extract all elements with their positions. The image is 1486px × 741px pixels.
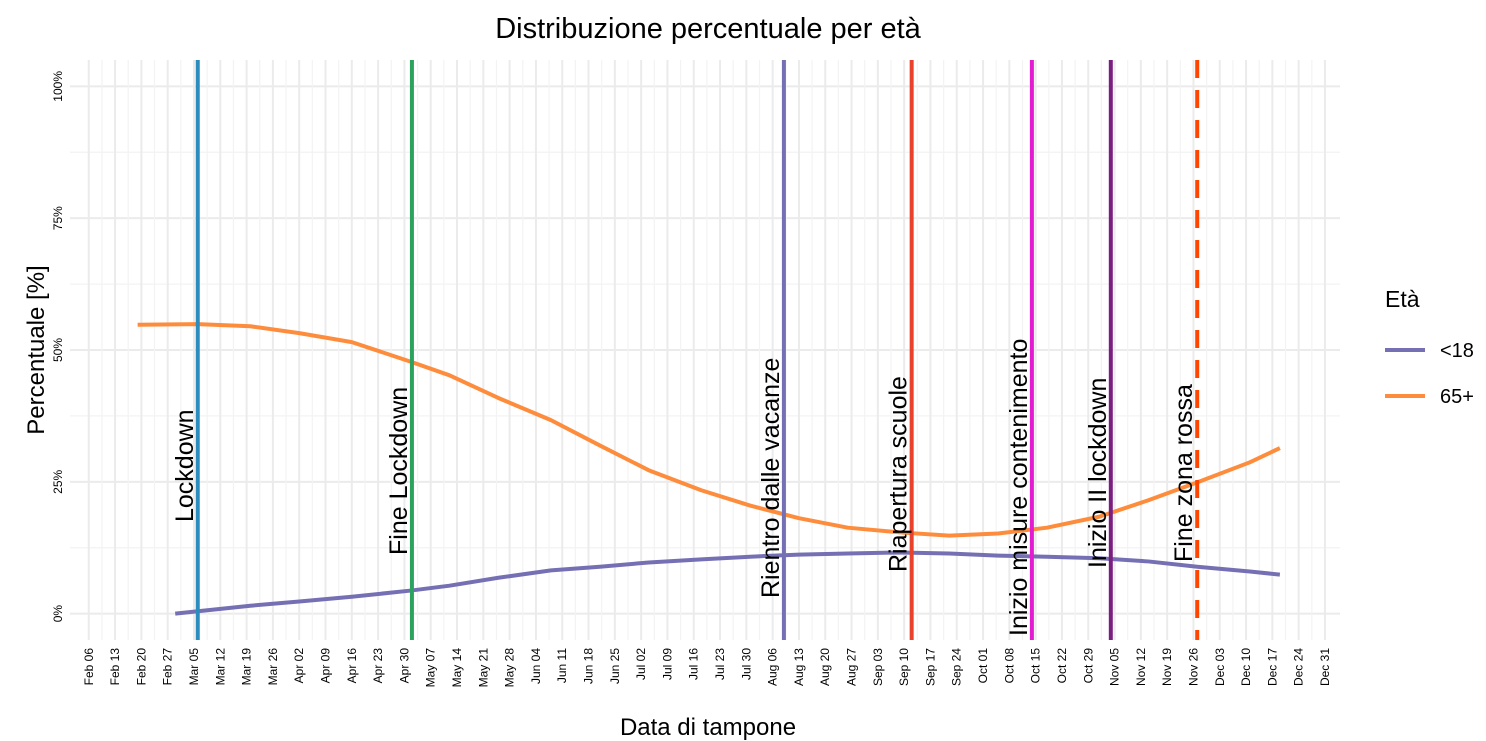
event-label: Inizio II lockdown [1084, 378, 1112, 568]
x-tick-label: Oct 08 [1002, 648, 1016, 684]
y-tick-label: 25% [51, 469, 65, 493]
x-tick-label: Feb 06 [82, 648, 96, 686]
x-tick-label: May 28 [503, 648, 517, 688]
x-tick-label: Dec 03 [1213, 648, 1227, 686]
x-tick-label: Apr 02 [292, 648, 306, 684]
y-tick-label: 0% [51, 605, 65, 623]
y-tick-label: 50% [51, 338, 65, 362]
x-tick-label: Jun 25 [608, 648, 622, 684]
x-tick-label: Dec 10 [1239, 648, 1253, 686]
x-tick-label: Jul 30 [739, 648, 753, 680]
x-tick-label: Jun 04 [529, 648, 543, 684]
x-tick-label: Apr 30 [397, 648, 411, 684]
x-tick-label: Sep 03 [871, 648, 885, 686]
x-tick-label: May 21 [476, 648, 490, 688]
x-tick-label: Nov 12 [1134, 648, 1148, 686]
event-label: Rientro dalle vacanze [757, 358, 785, 598]
event-label: Fine Lockdown [385, 387, 413, 555]
x-tick-label: May 07 [424, 648, 438, 688]
x-tick-label: Oct 15 [1029, 648, 1043, 684]
x-tick-label: Mar 26 [266, 648, 280, 686]
x-axis-label: Data di tampone [620, 714, 796, 741]
y-tick-label: 75% [51, 206, 65, 230]
x-tick-label: Aug 13 [792, 648, 806, 686]
x-tick-label: Oct 01 [976, 648, 990, 684]
x-tick-label: Jul 09 [660, 648, 674, 680]
grid [70, 60, 1340, 640]
x-tick-label: Aug 20 [818, 648, 832, 686]
x-tick-label: Sep 10 [897, 648, 911, 686]
x-tick-label: Apr 16 [345, 648, 359, 684]
x-tick-label: Dec 31 [1318, 648, 1332, 686]
y-axis-label: Percentuale [%] [23, 265, 50, 434]
x-tick-label: Jul 23 [713, 648, 727, 680]
x-tick-label: Nov 26 [1186, 648, 1200, 686]
chart-title: Distribuzione percentuale per età [495, 13, 921, 45]
legend-title: Età [1385, 286, 1420, 312]
x-tick-label: Jun 18 [582, 648, 596, 684]
x-tick-label: Dec 24 [1292, 648, 1306, 686]
x-tick-label: Mar 12 [213, 648, 227, 686]
x-tick-label: Sep 17 [923, 648, 937, 686]
x-tick-label: Jun 11 [555, 648, 569, 683]
event-label: Lockdown [171, 409, 199, 522]
event-label: Riapertura scuole [885, 376, 913, 572]
x-tick-label: Jul 16 [687, 648, 701, 680]
legend-label: <18 [1440, 340, 1474, 362]
x-tick-label: Feb 27 [161, 648, 175, 686]
x-tick-label: Feb 20 [134, 648, 148, 686]
event-label: Fine zona rossa [1170, 384, 1198, 562]
x-tick-label: Apr 23 [371, 648, 385, 684]
y-tick-label: 100% [51, 71, 65, 102]
x-tick-label: Sep 24 [950, 648, 964, 686]
x-tick-label: Nov 19 [1160, 648, 1174, 686]
x-tick-label: Apr 09 [319, 648, 333, 684]
x-tick-label: May 14 [450, 648, 464, 688]
series-line [174, 550, 1281, 616]
x-tick-label: Dec 17 [1265, 648, 1279, 686]
x-tick-label: Nov 05 [1108, 648, 1122, 686]
x-tick-label: Mar 05 [187, 648, 201, 686]
legend-label: 65+ [1440, 386, 1474, 408]
x-tick-label: Oct 29 [1081, 648, 1095, 684]
x-tick-label: Aug 27 [845, 648, 859, 686]
series-line [137, 322, 1281, 538]
x-tick-label: Oct 22 [1055, 648, 1069, 684]
x-tick-label: Aug 06 [766, 648, 780, 686]
x-tick-label: Jul 02 [634, 648, 648, 680]
x-tick-label: Feb 13 [108, 648, 122, 686]
event-label: Inizio misure contenimento [1005, 339, 1033, 636]
x-tick-label: Mar 19 [240, 648, 254, 686]
